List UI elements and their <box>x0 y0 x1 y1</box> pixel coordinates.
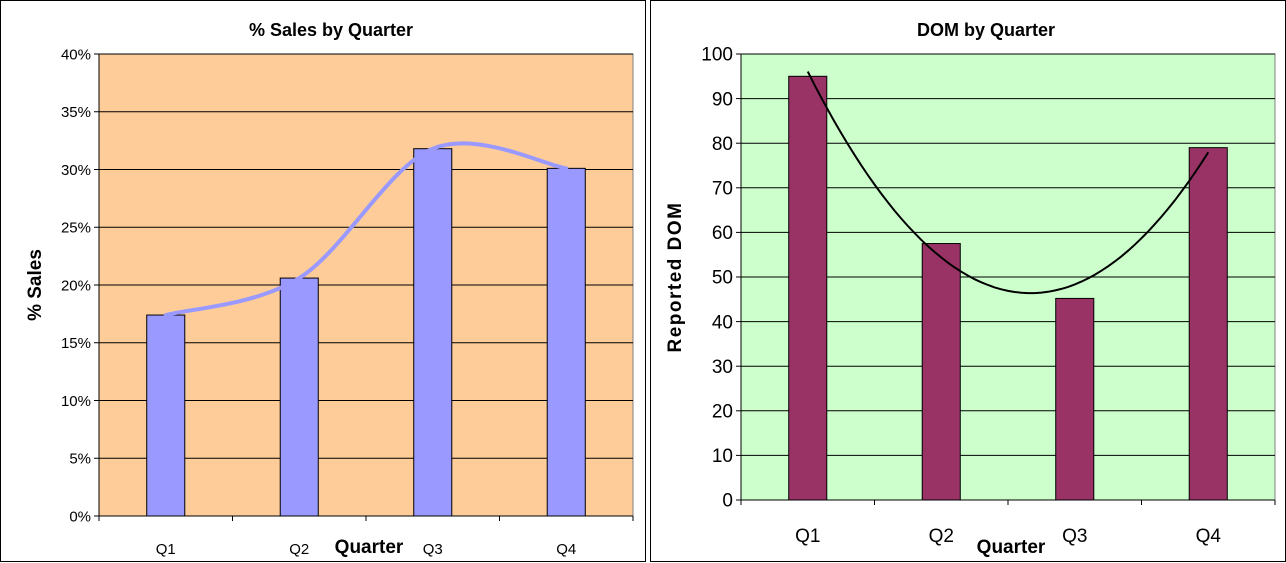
x-tick-label: Q2 <box>929 526 954 547</box>
x-tick-label: Q3 <box>423 541 443 558</box>
bar-q2 <box>279 277 319 517</box>
x-tick-label: Q2 <box>289 541 309 558</box>
x-tick-label: Q4 <box>556 541 576 558</box>
y-tick-label: 70 <box>712 178 733 199</box>
trendline <box>163 141 569 318</box>
dom-chart: DOM by Quarter 0 10 20 30 40 50 60 70 80 90 100 Q1 Q2… <box>665 20 1276 558</box>
trendline <box>806 71 1210 295</box>
chart-title: % Sales by Quarter <box>249 20 413 40</box>
bar-q2 <box>921 243 961 501</box>
y-tick-label: 20 <box>712 401 733 422</box>
sales-chart-panel: % Sales by Quarter 0% 5% 10% 15% 20% 25% 30% 35%… <box>0 0 646 562</box>
sales-chart: % Sales by Quarter 0% 5% 10% 15% 20% 25% 30% 35%… <box>25 20 634 558</box>
y-tick-label: 15% <box>61 335 91 352</box>
y-tick-label: 40% <box>61 46 91 63</box>
chart-title: DOM by Quarter <box>917 20 1055 40</box>
x-tick-label: Q4 <box>1196 526 1222 547</box>
y-tick-label: 5% <box>69 451 91 468</box>
y-tick-label: 20% <box>61 277 91 294</box>
x-axis-title: Quarter <box>335 537 404 558</box>
y-tick-label: 10 <box>712 446 733 467</box>
y-tick-label: 30 <box>712 357 733 378</box>
y-tick-label: 40 <box>712 312 733 333</box>
y-tick-label: 0% <box>69 508 91 525</box>
bar-q4 <box>1188 147 1228 501</box>
x-tick-label: Q3 <box>1062 526 1087 547</box>
y-axis-title: Reported DOM <box>665 202 686 353</box>
dom-chart-panel: DOM by Quarter 0 10 20 30 40 50 60 70 80 90 100 Q1 Q2… <box>650 0 1286 562</box>
bar-q3 <box>1055 297 1095 501</box>
bar-q4 <box>546 167 586 517</box>
y-tick-label: 50 <box>712 268 733 289</box>
y-tick-label: 10% <box>61 393 91 410</box>
y-tick-label: 25% <box>61 220 91 237</box>
x-tick-label: Q1 <box>156 541 176 558</box>
y-tick-label: 30% <box>61 162 91 179</box>
bar-q1 <box>788 75 828 501</box>
y-tick-label: 35% <box>61 104 91 121</box>
y-axis-title: % Sales <box>25 249 46 321</box>
bar-q3 <box>413 148 453 517</box>
y-tick-label: 90 <box>712 89 733 110</box>
y-tick-label: 100 <box>701 45 733 66</box>
bar-q1 <box>146 314 186 517</box>
y-tick-label: 0 <box>722 491 733 512</box>
x-tick-label: Q1 <box>795 526 820 547</box>
y-tick-label: 60 <box>712 223 733 244</box>
y-tick-label: 80 <box>712 134 733 155</box>
x-axis-title: Quarter <box>977 537 1046 558</box>
